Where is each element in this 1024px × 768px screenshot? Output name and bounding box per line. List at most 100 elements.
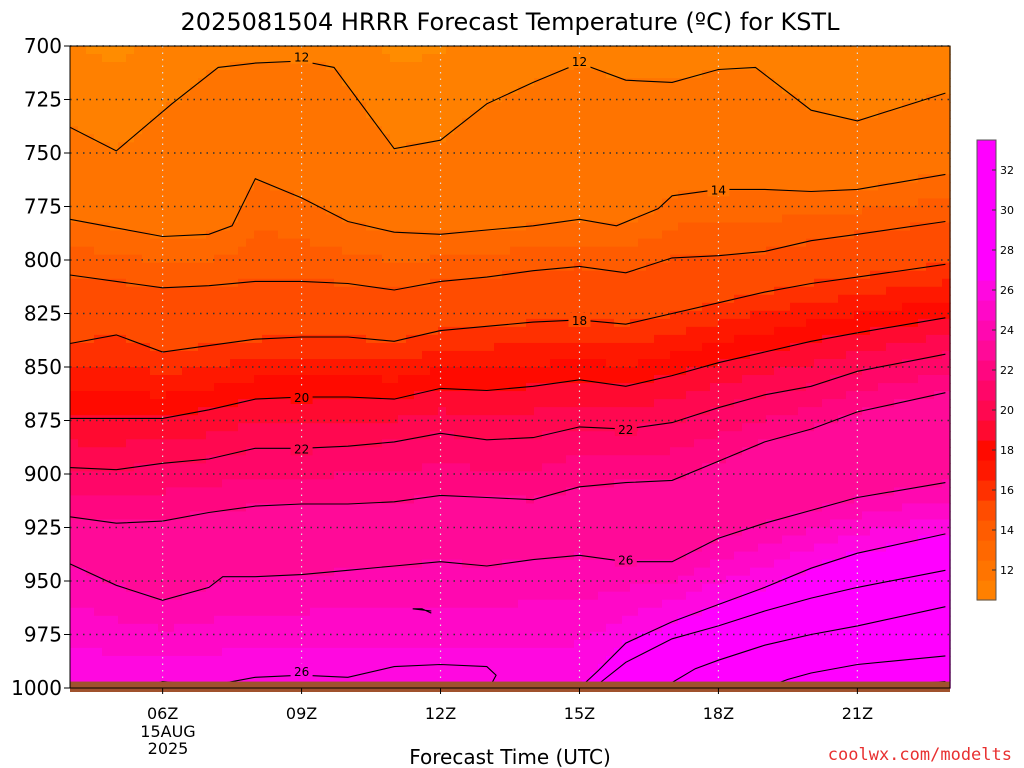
band-cell [166,198,175,208]
band-cell [502,262,511,272]
band-cell [422,519,431,529]
band-cell [358,278,367,288]
band-cell [174,262,183,272]
band-cell [246,334,255,344]
band-cell [134,318,143,328]
band-cell [70,439,79,448]
band-cell [462,142,471,152]
band-cell [270,110,279,119]
band-cell [254,455,263,464]
band-cell [246,238,255,248]
band-cell [494,334,503,344]
band-cell [158,246,167,256]
band-cell [358,110,367,119]
band-cell [286,647,295,657]
band-cell [134,254,143,264]
band-cell [406,479,415,489]
band-cell [502,358,511,368]
band-cell [526,663,535,673]
band-cell [214,639,223,649]
band-cell [102,471,111,481]
band-cell [94,286,103,296]
band-cell [214,535,223,545]
band-cell [78,326,87,336]
band-cell [350,559,359,569]
band-cell [110,190,119,200]
band-cell [134,535,143,545]
band-cell [214,166,223,176]
band-cell [478,511,487,521]
band-cell [470,647,479,657]
band-cell [238,623,247,633]
band-cell [214,527,223,537]
band-cell [286,206,295,216]
band-cell [438,318,447,328]
band-cell [526,535,535,545]
band-cell [278,663,287,673]
band-cell [110,599,119,609]
band-cell [110,254,119,264]
band-cell [118,270,127,280]
band-cell [430,647,439,657]
band-cell [230,62,239,71]
band-cell [414,102,423,111]
band-cell [222,639,231,649]
band-cell [222,358,231,368]
band-cell [294,559,303,569]
band-cell [438,310,447,320]
band-cell [406,102,415,111]
band-cell [318,206,327,216]
band-cell [454,463,463,473]
band-cell [398,230,407,240]
band-cell [206,350,215,360]
band-cell [342,350,351,360]
band-cell [142,567,151,577]
band-cell [198,358,207,368]
band-cell [526,463,535,473]
band-cell [390,174,399,184]
band-cell [406,206,415,216]
band-cell [430,439,439,448]
band-cell [414,615,423,625]
band-cell [566,182,575,192]
band-cell [342,294,351,304]
band-cell [118,519,127,529]
band-cell [502,663,511,673]
band-cell [438,399,447,408]
band-cell [478,607,487,617]
band-cell [342,615,351,625]
band-cell [398,479,407,489]
band-cell [478,198,487,208]
band-cell [102,174,111,184]
band-cell [214,150,223,160]
band-cell [462,607,471,617]
band-cell [350,254,359,264]
band-cell [446,94,455,103]
band-cell [518,350,527,360]
band-cell [342,86,351,95]
band-cell [566,206,575,216]
band-cell [166,583,175,593]
band-cell [446,110,455,119]
band-cell [174,198,183,208]
band-cell [230,46,239,55]
band-cell [502,367,511,376]
band-cell [462,166,471,176]
band-cell [190,623,199,633]
band-cell [110,198,119,208]
band-cell [246,318,255,328]
band-cell [382,607,391,617]
band-cell [318,383,327,392]
band-cell [550,607,559,617]
band-cell [446,479,455,489]
band-cell [382,367,391,376]
band-cell [350,463,359,473]
band-cell [430,46,439,55]
band-cell [478,375,487,384]
band-cell [462,527,471,537]
band-cell [542,631,551,641]
band-cell [118,158,127,168]
band-cell [334,342,343,352]
band-cell [230,246,239,256]
band-cell [366,623,375,633]
